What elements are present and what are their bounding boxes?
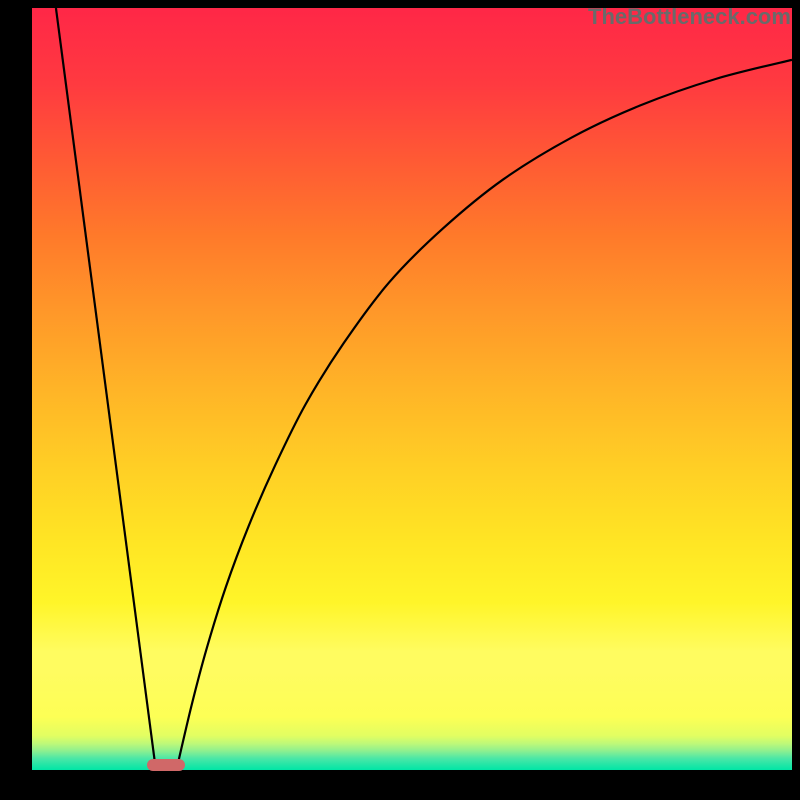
bottom-marker [147, 759, 185, 771]
left-line [56, 8, 156, 770]
curve-overlay [32, 8, 792, 770]
plot-area [32, 8, 792, 770]
watermark-text: TheBottleneck.com [588, 4, 791, 30]
chart-container: TheBottleneck.com [0, 0, 800, 800]
right-curve [176, 60, 792, 770]
